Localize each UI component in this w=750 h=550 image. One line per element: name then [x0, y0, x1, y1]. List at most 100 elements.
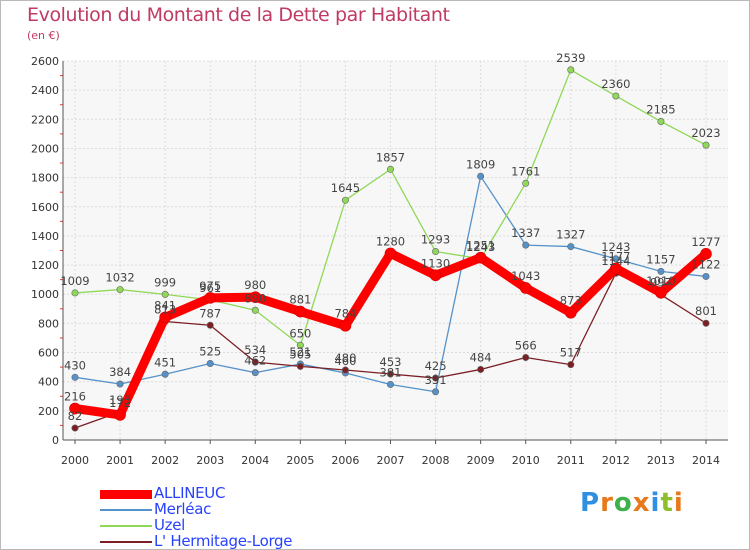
data-point	[386, 370, 394, 378]
data-label: 784	[334, 307, 356, 321]
data-point	[655, 286, 667, 299]
logo-letter: o	[613, 488, 633, 518]
data-label: 505	[289, 347, 311, 361]
legend-swatch	[100, 541, 152, 543]
data-label: 331	[425, 373, 447, 387]
data-label: 517	[560, 346, 582, 360]
data-label: 1010	[646, 274, 675, 288]
data-label: 521	[289, 345, 311, 359]
data-label: 1122	[691, 257, 720, 271]
data-point	[249, 291, 262, 303]
x-tick-label: 2004	[241, 454, 269, 467]
data-point	[71, 373, 79, 381]
x-tick-label: 2008	[422, 454, 450, 467]
data-label: 1032	[105, 271, 134, 285]
data-label: 1009	[60, 274, 89, 288]
data-label: 1157	[646, 252, 675, 266]
data-label: 1243	[466, 240, 495, 254]
y-tick-label: 1600	[31, 201, 59, 214]
data-point	[296, 362, 304, 370]
data-label: 813	[154, 302, 176, 316]
data-point	[206, 359, 214, 367]
data-point	[522, 353, 530, 361]
data-point	[564, 306, 577, 319]
x-tick-label: 2003	[196, 454, 224, 467]
data-point	[522, 179, 530, 187]
data-label: 451	[154, 355, 176, 369]
data-point	[69, 402, 81, 415]
data-point	[474, 251, 487, 264]
data-point	[116, 380, 124, 388]
data-point	[612, 255, 620, 263]
logo-letter: i	[673, 488, 684, 518]
data-label: 975	[199, 279, 221, 293]
data-point	[702, 272, 710, 280]
data-label: 480	[334, 351, 356, 365]
logo-letter: i	[650, 488, 661, 518]
data-label: 1130	[421, 256, 450, 270]
data-label: 566	[515, 338, 537, 352]
data-point	[702, 319, 710, 327]
data-point	[71, 424, 79, 432]
data-label: 1337	[511, 226, 540, 240]
x-tick-label: 2002	[151, 454, 179, 467]
data-label: 841	[154, 298, 176, 312]
data-label: 801	[695, 304, 717, 318]
data-label: 2023	[691, 126, 720, 140]
data-label: 216	[64, 390, 86, 404]
logo-letter: P	[580, 488, 601, 518]
data-label: 193	[109, 393, 131, 407]
data-label: 1043	[511, 269, 540, 283]
logo-letter: r	[600, 488, 614, 518]
axes: 0 200 400 600 800 1000 1200 1400 1600 1800 2000 220…	[31, 55, 728, 467]
data-point	[161, 370, 169, 378]
data-point	[519, 282, 532, 294]
data-point	[294, 305, 307, 318]
data-label: 650	[289, 326, 311, 340]
legend-swatch	[100, 509, 152, 511]
x-tick-label: 2009	[467, 454, 495, 467]
data-point	[251, 358, 259, 366]
data-point	[339, 319, 352, 332]
data-label: 381	[380, 365, 402, 379]
data-label: 999	[154, 275, 176, 289]
legend-swatch	[100, 489, 152, 499]
y-tick-label: 200	[38, 405, 59, 418]
data-point	[612, 92, 620, 100]
data-point	[341, 196, 349, 204]
y-tick-label: 1200	[31, 259, 59, 272]
data-point	[206, 321, 214, 329]
data-label: 1280	[376, 234, 405, 248]
data-point	[522, 241, 530, 249]
data-label: 460	[334, 354, 356, 368]
x-tick-label: 2001	[106, 454, 134, 467]
legend-label: Merléac	[154, 500, 212, 518]
y-tick-label: 2000	[31, 142, 59, 155]
data-label: 2539	[556, 51, 585, 65]
data-label: 1177	[601, 249, 630, 263]
logo-letter: t	[660, 488, 674, 518]
data-label: 2360	[601, 77, 630, 91]
data-label: 1277	[691, 235, 720, 249]
data-label: 1293	[421, 233, 450, 247]
data-label: 787	[199, 306, 221, 320]
data-point	[567, 361, 575, 369]
data-label: 1761	[511, 164, 540, 178]
x-tick-label: 2010	[512, 454, 540, 467]
data-point	[386, 380, 394, 388]
data-point	[432, 374, 440, 382]
data-label: 961	[199, 281, 221, 295]
data-label: 873	[560, 294, 582, 308]
data-labels: 216 172 841 975 980 881 784 1280 1130 1251 1043 873…	[60, 51, 720, 423]
y-tick-label: 1800	[31, 172, 59, 185]
y-tick-label: 1000	[31, 288, 59, 301]
data-point	[251, 369, 259, 377]
data-label: 980	[244, 278, 266, 292]
data-label: 384	[109, 365, 131, 379]
data-point	[567, 243, 575, 251]
chart-unit: (en €)	[27, 29, 60, 42]
data-point	[477, 172, 485, 180]
y-tick-label: 2600	[31, 55, 59, 68]
y-tick-label: 2200	[31, 113, 59, 126]
